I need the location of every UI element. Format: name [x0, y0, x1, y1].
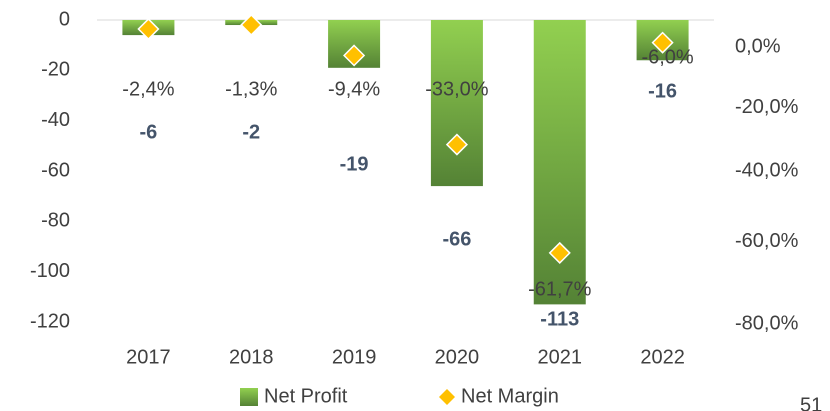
- page-number: 51: [800, 394, 822, 411]
- y-tick-label: -60: [41, 159, 70, 181]
- legend-swatch: [240, 388, 258, 406]
- x-tick-label: 2022: [640, 346, 685, 368]
- legend-label: Net Profit: [264, 385, 348, 407]
- y-tick-label: -100: [30, 260, 70, 282]
- marker: [548, 241, 571, 264]
- bar: [430, 20, 483, 187]
- x-tick-label: 2020: [435, 346, 480, 368]
- x-tick-label: 2021: [538, 346, 583, 368]
- y2-tick-label: -60,0%: [735, 230, 799, 252]
- bar-value-label: -66: [442, 228, 471, 250]
- bar-value-label: -2: [242, 121, 260, 143]
- marker: [137, 17, 160, 41]
- legend-label: Net Margin: [461, 385, 559, 407]
- bar-value-label: -6: [140, 121, 158, 143]
- marker-value-label: -61,7%: [528, 278, 592, 300]
- y2-tick-label: -40,0%: [735, 159, 799, 181]
- y2-tick-label: -80,0%: [735, 312, 799, 334]
- marker-value-label: -2,4%: [122, 78, 174, 100]
- marker: [445, 133, 468, 156]
- y-tick-label: -80: [41, 210, 70, 232]
- marker-value-label: -6,0%: [641, 46, 693, 68]
- x-tick-label: 2018: [229, 346, 274, 368]
- marker: [343, 44, 366, 67]
- y2-tick-label: 0,0%: [735, 35, 781, 57]
- marker: [240, 13, 263, 36]
- legend-swatch: [439, 389, 455, 405]
- marker-value-label: -33,0%: [425, 78, 489, 100]
- bar-value-label: -19: [340, 153, 369, 175]
- marker-value-label: -1,3%: [225, 78, 277, 100]
- y-tick-label: -120: [30, 310, 70, 332]
- bar-value-label: -113: [540, 308, 579, 330]
- y-tick-label: -20: [41, 59, 70, 81]
- bar-value-label: -16: [648, 80, 677, 102]
- y-tick-label: -40: [41, 109, 70, 131]
- x-tick-label: 2017: [126, 346, 171, 368]
- marker: [651, 31, 674, 54]
- marker-value-label: -9,4%: [328, 78, 380, 100]
- x-tick-label: 2019: [332, 346, 377, 368]
- y2-tick-label: -20,0%: [735, 96, 799, 118]
- y-tick-label: 0: [59, 8, 70, 30]
